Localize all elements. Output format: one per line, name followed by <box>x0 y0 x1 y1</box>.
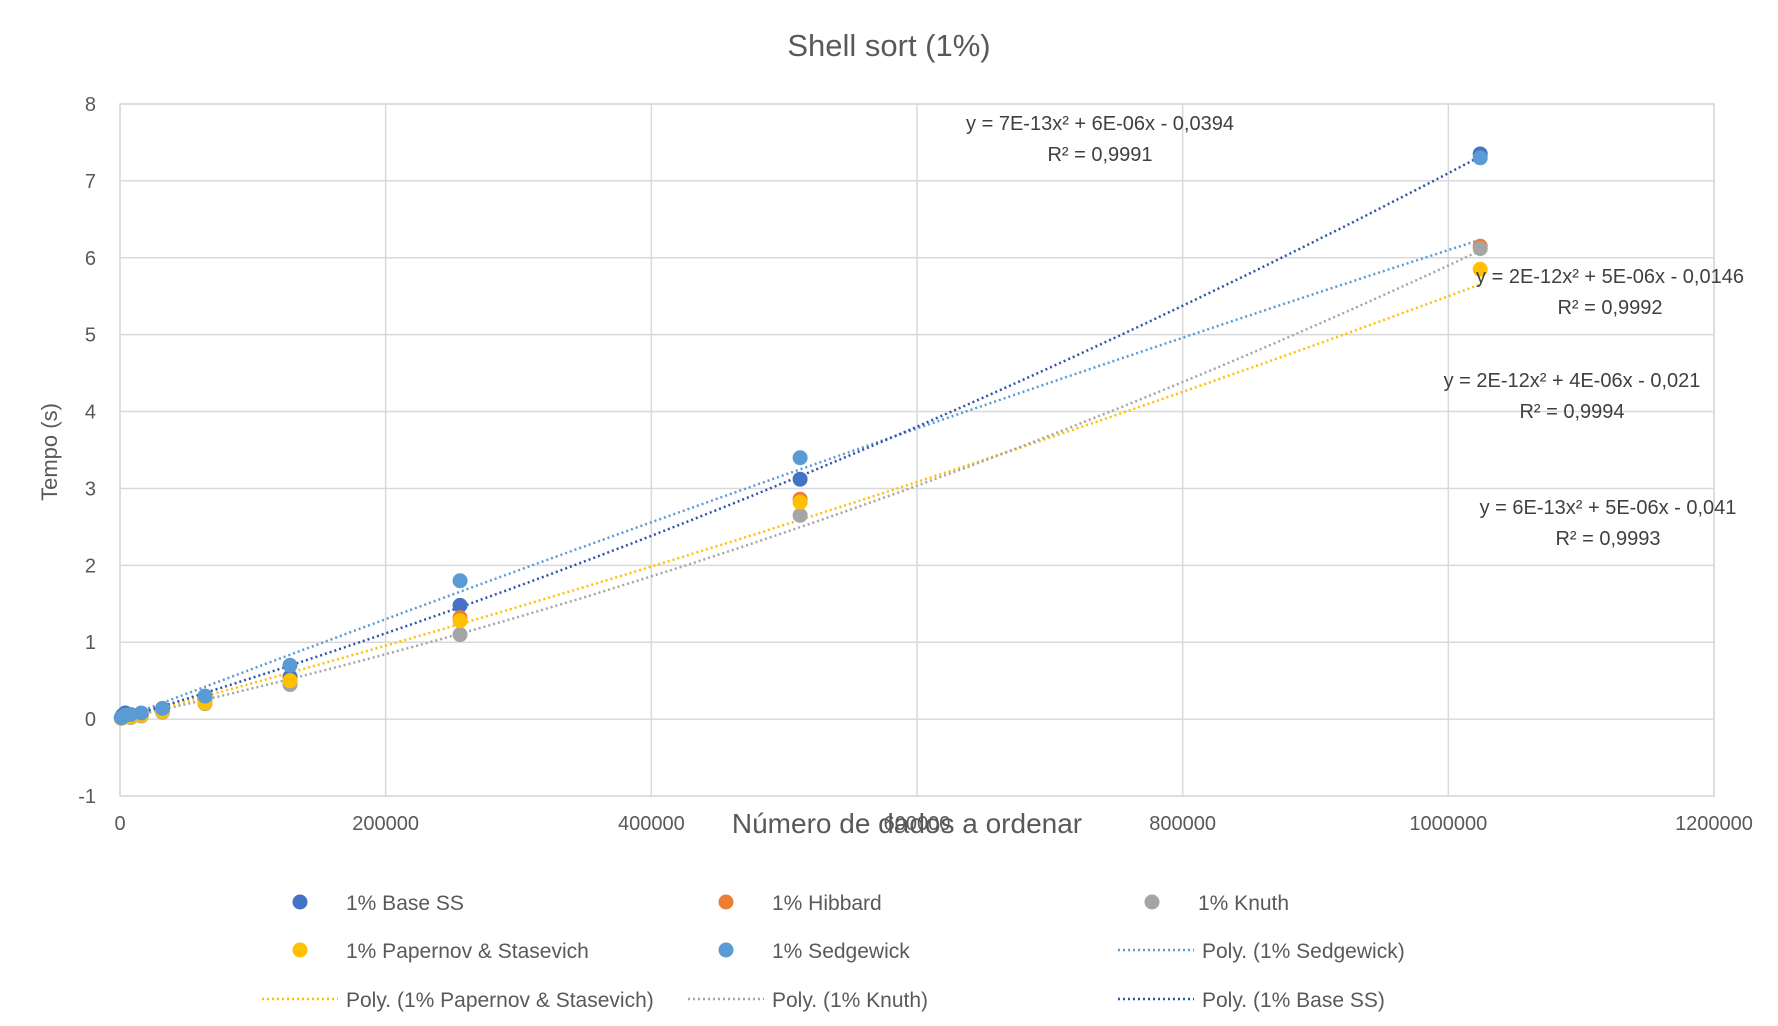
x-tick-label-4: 800000 <box>1149 813 1216 835</box>
legend-label-2: 1% Knuth <box>1198 892 1289 915</box>
legend-marker-0 <box>292 894 308 910</box>
equation-0: y = 7E-13x² + 6E-06x - 0,0394 <box>966 113 1234 135</box>
y-tick-label-5: 4 <box>85 402 96 424</box>
legend-label-7: Poly. (1% Knuth) <box>772 989 928 1012</box>
trendline-3 <box>119 155 1481 721</box>
point-s2-8 <box>452 627 468 643</box>
y-axis-title: Tempo (s) <box>37 403 62 501</box>
point-s0-9 <box>792 471 808 487</box>
point-s4-6 <box>197 688 213 704</box>
point-s0-8 <box>452 597 468 613</box>
r2-1: R² = 0,9992 <box>1557 297 1662 319</box>
x-tick-label-1: 200000 <box>352 813 419 835</box>
y-tick-label-4: 3 <box>85 478 96 500</box>
legend-label-4: 1% Sedgewick <box>772 940 910 963</box>
y-tick-label-1: 0 <box>85 709 96 731</box>
y-tick-label-2: 1 <box>85 632 96 654</box>
legend-marker-4 <box>718 942 734 958</box>
legend-label-8: Poly. (1% Base SS) <box>1202 989 1385 1012</box>
tick-labels: 0 200000 400000 600000 800000 1000000 1200000 -… <box>78 94 1753 835</box>
y-tick-label-7: 6 <box>85 248 96 270</box>
trendline-equations: y = 7E-13x² + 6E-06x - 0,0394 R² = 0,9991… <box>966 113 1744 550</box>
chart-title: Shell sort (1%) <box>787 28 990 63</box>
gridlines <box>119 103 1715 797</box>
y-tick-label-9: 8 <box>85 94 96 116</box>
x-tick-label-2: 400000 <box>618 813 685 835</box>
point-s4-7 <box>282 657 298 673</box>
equation-2: y = 2E-12x² + 4E-06x - 0,021 <box>1444 370 1701 392</box>
point-s3-10 <box>1472 261 1488 277</box>
legend-marker-2 <box>1144 894 1160 910</box>
legend-label-6: Poly. (1% Papernov & Stasevich) <box>346 989 654 1012</box>
y-tick-label-3: 2 <box>85 555 96 577</box>
legend-label-1: 1% Hibbard <box>772 892 882 915</box>
legend-marker-3 <box>292 942 308 958</box>
x-tick-label-3: 600000 <box>884 813 951 835</box>
data-points <box>113 146 1488 726</box>
x-tick-label-5: 1000000 <box>1409 813 1487 835</box>
equation-3: y = 6E-13x² + 5E-06x - 0,041 <box>1480 497 1737 519</box>
point-s2-9 <box>792 507 808 523</box>
x-tick-label-0: 0 <box>114 813 125 835</box>
y-tick-label-6: 5 <box>85 325 96 347</box>
legend-label-5: Poly. (1% Sedgewick) <box>1202 940 1405 963</box>
point-s2-10 <box>1472 241 1488 257</box>
point-s4-9 <box>792 450 808 466</box>
trendline-1 <box>119 283 1481 721</box>
r2-2: R² = 0,9994 <box>1519 401 1624 423</box>
point-s4-5 <box>155 700 171 716</box>
legend-label-3: 1% Papernov & Stasevich <box>346 940 589 963</box>
point-s3-8 <box>452 613 468 629</box>
r2-3: R² = 0,9993 <box>1555 528 1660 550</box>
equation-1: y = 2E-12x² + 5E-06x - 0,0146 <box>1476 266 1744 288</box>
x-tick-label-6: 1200000 <box>1675 813 1753 835</box>
point-s4-4 <box>133 705 149 721</box>
trendlines <box>119 155 1481 721</box>
legend-marker-1 <box>718 894 734 910</box>
point-s4-8 <box>452 573 468 589</box>
legend-label-0: 1% Base SS <box>346 892 464 915</box>
point-s3-9 <box>792 494 808 510</box>
legend: 1% Base SS 1% Hibbard 1% Knuth 1% Papernov … <box>262 892 1405 1012</box>
point-s4-10 <box>1472 150 1488 166</box>
point-s3-7 <box>282 673 298 689</box>
y-tick-label-8: 7 <box>85 171 96 193</box>
r2-0: R² = 0,9991 <box>1047 144 1152 166</box>
x-axis-title: Número de dados a ordenar <box>732 808 1082 839</box>
y-tick-label-0: -1 <box>78 786 96 808</box>
